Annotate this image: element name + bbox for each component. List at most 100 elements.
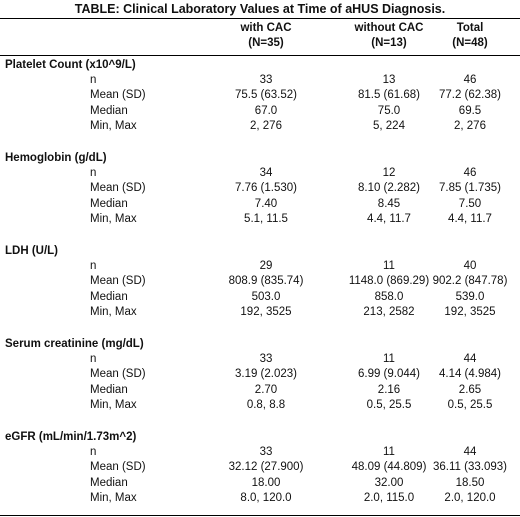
table-row-n: n 33 13 46 [0, 73, 520, 88]
header-rule [0, 55, 520, 56]
table-row-mean-sd: Mean (SD) 808.9 (835.74) 1148.0 (869.29) 90… [0, 274, 520, 289]
table-cell: 81.5 (61.68) [357, 89, 420, 101]
table-cell: 192, 3525 [240, 306, 292, 318]
table-cell: 4.4, 11.7 [448, 213, 492, 225]
statistic-label: Median [90, 291, 128, 303]
table-row-median: Median 67.0 75.0 69.5 [0, 104, 520, 119]
table-cell: 3.19 (2.023) [234, 368, 297, 380]
table-cell: 6.99 (9.044) [357, 368, 420, 380]
section-title: Serum creatinine (mg/dL) [5, 338, 144, 350]
table-cell: 69.5 [458, 105, 482, 117]
statistic-label: Mean (SD) [90, 368, 146, 380]
column-header-count: (N=35) [248, 37, 284, 49]
table-cell: 33 [259, 446, 273, 458]
statistic-label: Median [90, 105, 128, 117]
statistic-label: n [90, 74, 97, 86]
statistic-label: Median [90, 477, 128, 489]
table-row-min-max: Min, Max 0.8, 8.8 0.5, 25.5 0.5, 25.5 [0, 398, 520, 413]
column-header-label: with CAC [240, 22, 292, 34]
statistic-label: Min, Max [90, 120, 137, 132]
table-cell: 32.00 [374, 477, 404, 489]
table-cell: 7.85 (1.735) [438, 182, 501, 194]
table-cell: 32.12 (27.900) [228, 461, 304, 473]
table-cell: 67.0 [254, 105, 278, 117]
statistic-label: n [90, 446, 97, 458]
statistic-label: Min, Max [90, 399, 137, 411]
column-header-count: (N=48) [452, 37, 488, 49]
statistic-label: Median [90, 384, 128, 396]
table-cell: 18.50 [455, 477, 485, 489]
table-cell: 2, 276 [454, 120, 486, 132]
column-header-without-cac: without CAC (N=13) [329, 21, 449, 51]
table-cell: 8.10 (2.282) [357, 182, 420, 194]
table-cell: 902.2 (847.78) [432, 275, 508, 287]
table-cell: 2, 276 [250, 120, 282, 132]
table-cell: 75.5 (63.52) [234, 89, 297, 101]
column-header-label: without CAC [354, 22, 424, 34]
table-cell: 44 [463, 446, 477, 458]
column-header-count: (N=13) [371, 37, 407, 49]
table-cell: 2.0, 115.0 [363, 492, 415, 504]
table-cell: 2.0, 120.0 [444, 492, 496, 504]
statistic-label: Min, Max [90, 213, 137, 225]
table-cell: 503.0 [251, 291, 281, 303]
column-header-with-cac: with CAC (N=35) [206, 21, 326, 51]
table-cell: 18.00 [251, 477, 281, 489]
statistic-label: Mean (SD) [90, 89, 146, 101]
table-cell: 12 [382, 167, 396, 179]
table-cell: 192, 3525 [444, 306, 496, 318]
section-title: Hemoglobin (g/dL) [5, 152, 107, 164]
table-row-min-max: Min, Max 5.1, 11.5 4.4, 11.7 4.4, 11.7 [0, 212, 520, 227]
statistic-label: n [90, 353, 97, 365]
table-cell: 11 [383, 260, 395, 272]
table-cell: 75.0 [377, 105, 401, 117]
table-row-median: Median 18.00 32.00 18.50 [0, 476, 520, 491]
table-cell: 213, 2582 [363, 306, 415, 318]
statistic-label: Mean (SD) [90, 275, 146, 287]
section-title: Platelet Count (x10^9/L) [5, 59, 136, 71]
table-cell: 5, 224 [373, 120, 405, 132]
table-cell: 11 [383, 353, 395, 365]
table-cell: 8.45 [377, 198, 401, 210]
table-cell: 33 [259, 353, 273, 365]
table-cell: 44 [463, 353, 477, 365]
statistic-label: Min, Max [90, 306, 137, 318]
statistic-label: Median [90, 198, 128, 210]
table-cell: 0.5, 25.5 [366, 399, 412, 411]
table-row-n: n 33 11 44 [0, 445, 520, 460]
section-title: LDH (U/L) [5, 245, 59, 257]
table-cell: 29 [259, 260, 273, 272]
table-row-mean-sd: Mean (SD) 3.19 (2.023) 6.99 (9.044) 4.14 (4… [0, 367, 520, 382]
table-row-n: n 33 11 44 [0, 352, 520, 367]
table-cell: 808.9 (835.74) [228, 275, 304, 287]
table-cell: 7.76 (1.530) [234, 182, 297, 194]
table-cell: 539.0 [455, 291, 485, 303]
table-cell: 7.40 [254, 198, 278, 210]
table-row-mean-sd: Mean (SD) 75.5 (63.52) 81.5 (61.68) 77.2 (6… [0, 88, 520, 103]
table-cell: 8.0, 120.0 [240, 492, 292, 504]
table-row-min-max: Min, Max 8.0, 120.0 2.0, 115.0 2.0, 120.0 [0, 491, 520, 506]
table-cell: 34 [259, 167, 273, 179]
table-cell: 11 [383, 446, 395, 458]
table-row-mean-sd: Mean (SD) 7.76 (1.530) 8.10 (2.282) 7.85 (1… [0, 181, 520, 196]
table-cell: 4.4, 11.7 [367, 213, 411, 225]
bottom-rule [0, 515, 520, 516]
table-row-median: Median 503.0 858.0 539.0 [0, 290, 520, 305]
table-cell: 1148.0 (869.29) [348, 275, 430, 287]
column-header-label: Total [456, 22, 484, 34]
table-cell: 46 [463, 74, 477, 86]
table-cell: 40 [463, 260, 477, 272]
section-title: eGFR (mL/min/1.73m^2) [5, 431, 137, 443]
column-header-total: Total (N=48) [410, 21, 520, 51]
table-row-min-max: Min, Max 192, 3525 213, 2582 192, 3525 [0, 305, 520, 320]
table-cell: 33 [259, 74, 273, 86]
table-row-median: Median 7.40 8.45 7.50 [0, 197, 520, 212]
table-row-mean-sd: Mean (SD) 32.12 (27.900) 48.09 (44.809) 36.… [0, 460, 520, 475]
table-row-n: n 34 12 46 [0, 166, 520, 181]
table-cell: 48.09 (44.809) [351, 461, 427, 473]
table-cell: 0.8, 8.8 [246, 399, 286, 411]
statistic-label: n [90, 167, 97, 179]
table-cell: 77.2 (62.38) [438, 89, 501, 101]
table-cell: 2.65 [458, 384, 482, 396]
table-cell: 13 [382, 74, 396, 86]
